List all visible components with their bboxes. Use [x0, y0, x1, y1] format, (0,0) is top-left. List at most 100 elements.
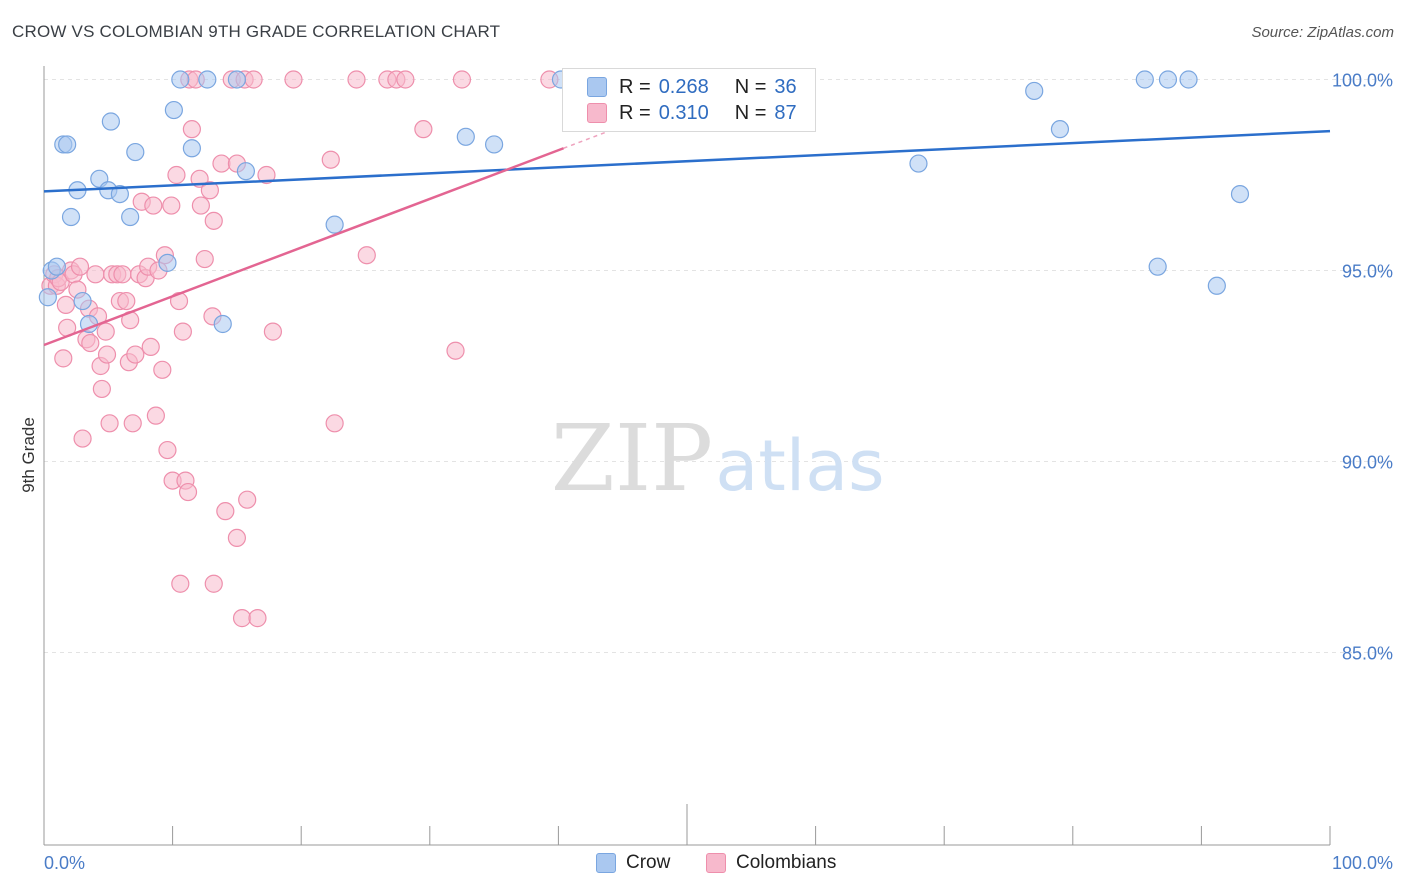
watermark-zip: ZIP [551, 405, 713, 512]
colombians-point [86, 265, 105, 284]
colombians-point [178, 482, 198, 502]
crow-point [227, 70, 246, 89]
watermark-atlas: atlas [715, 425, 884, 507]
crow-point [1025, 81, 1044, 101]
legend-item-colombians: Colombians [706, 852, 836, 874]
data-points [38, 70, 1250, 628]
y-axis-label: 9th Grade [19, 417, 38, 493]
colombians-point [204, 574, 223, 593]
crow-point [47, 257, 66, 276]
crow-point [121, 207, 140, 227]
colombians-point [96, 322, 115, 341]
crow-point [1148, 257, 1167, 276]
crow-point [126, 142, 145, 162]
x-tick-label-min: 0.0% [44, 853, 85, 873]
colombians-point [54, 349, 73, 368]
colombians-point [357, 246, 376, 265]
crow-point [1135, 70, 1154, 89]
crow-point [101, 112, 120, 131]
crow-point [164, 100, 183, 120]
r-label: R = [619, 101, 651, 124]
crow-point [1050, 120, 1070, 139]
n-label: N = [734, 75, 767, 98]
colombians-point [216, 502, 235, 521]
crow-n-value: 36 [774, 75, 797, 98]
colombians-point [162, 196, 181, 215]
y-tick-label: 95.0% [1342, 262, 1393, 282]
crow-swatch [587, 77, 607, 97]
colombians-point [113, 265, 132, 284]
colombians-point [153, 360, 172, 379]
colombians-r-value: 0.310 [658, 101, 709, 124]
crow-point [110, 185, 129, 204]
crow-point [1179, 70, 1198, 89]
colombians-legend-swatch [706, 853, 726, 873]
crow-point [213, 314, 232, 334]
y-tick-label: 100.0% [1332, 71, 1393, 91]
colombians-point [126, 345, 145, 364]
crow-point [909, 154, 928, 173]
crow-point [456, 127, 475, 146]
colombians-point [191, 196, 210, 215]
crow-r-value: 0.268 [658, 75, 709, 98]
colombians-point [452, 70, 472, 89]
axes [43, 66, 1331, 846]
colombians-point [244, 70, 263, 89]
colombians-point [158, 440, 177, 460]
colombians-point [347, 70, 366, 89]
colombians-point [284, 70, 303, 89]
colombians-point [257, 165, 276, 185]
colombians-point [97, 345, 117, 364]
colombians-point [73, 429, 92, 448]
crow-trend-line [43, 129, 1331, 193]
crow-point [38, 288, 57, 307]
legend-row-crow: R = 0.268 N = 36 [587, 75, 797, 99]
series-legend: Crow Colombians [0, 852, 1406, 878]
colombians-point [195, 249, 214, 269]
colombians-point [212, 154, 231, 173]
source-label: Source: ZipAtlas.com [1251, 24, 1394, 41]
colombians-point [146, 406, 165, 425]
chart-title: CROW VS COLOMBIAN 9TH GRADE CORRELATION … [12, 22, 501, 41]
crow-point [182, 139, 201, 158]
colombians-point [167, 165, 186, 185]
colombians-point [56, 295, 75, 314]
legend-item-crow: Crow [596, 852, 670, 874]
x-tick-label-max: 100.0% [1332, 853, 1393, 873]
crow-legend-label: Crow [626, 852, 671, 873]
n-label: N = [734, 101, 767, 124]
legend-row-colombians: R = 0.310 N = 87 [587, 101, 797, 125]
trend-lines [43, 129, 1331, 347]
crow-point [198, 70, 217, 89]
colombians-point [123, 414, 142, 433]
colombians-point [173, 322, 192, 341]
colombians-point [117, 291, 136, 311]
colombians-legend-label: Colombians [736, 852, 837, 873]
colombians-point [141, 337, 160, 356]
colombians-point [204, 211, 223, 230]
colombians-point [446, 341, 465, 360]
colombians-point [100, 414, 119, 433]
colombians-point [171, 574, 190, 593]
colombians-trend-line [43, 147, 564, 347]
watermark: ZIP atlas [551, 405, 885, 512]
y-tick-label: 90.0% [1342, 453, 1393, 473]
colombians-point [414, 120, 433, 139]
crow-point [485, 135, 504, 154]
crow-point [158, 253, 177, 272]
colombians-point [70, 257, 90, 276]
colombians-point [248, 609, 267, 628]
colombians-trend-extension [563, 130, 611, 149]
crow-point [236, 162, 256, 181]
colombians-point [144, 196, 163, 215]
r-label: R = [619, 75, 651, 98]
colombians-swatch [587, 103, 607, 123]
crow-point [61, 207, 81, 227]
crow-point [1230, 185, 1250, 204]
colombians-point [396, 70, 415, 89]
crow-point [73, 291, 92, 311]
tick-labels: 85.0% 90.0% 95.0% 100.0% 0.0% 100.0% 9th Grade [19, 71, 1393, 874]
crow-point [325, 215, 344, 234]
colombians-point [232, 609, 252, 628]
